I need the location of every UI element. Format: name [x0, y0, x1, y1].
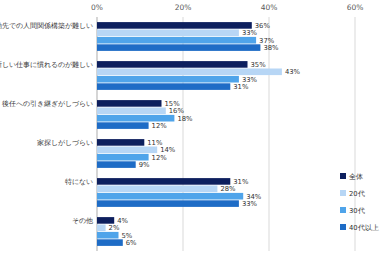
- data-label: 31%: [233, 83, 249, 91]
- data-label: 33%: [242, 200, 258, 208]
- bar: [97, 83, 230, 90]
- legend-swatch: [340, 173, 346, 179]
- bar: [97, 186, 217, 193]
- category-label: 後任への引き継ぎがしづらい: [2, 100, 93, 108]
- bar: [97, 44, 260, 51]
- category-label: 転勤先での人間関係構築が難しい: [0, 22, 93, 30]
- data-label: 12%: [152, 154, 168, 162]
- axis-line: [97, 17, 98, 251]
- bar: [97, 22, 252, 29]
- bar: [97, 161, 136, 168]
- data-label: 28%: [220, 185, 236, 193]
- bar: [97, 115, 174, 122]
- category-label: 特にない: [65, 178, 93, 186]
- tick-label: 20%: [175, 3, 192, 12]
- legend-label: 20代: [349, 190, 365, 198]
- category-label: 家探しがしづらい: [37, 139, 93, 147]
- bar: [97, 30, 239, 37]
- bar: [97, 225, 106, 232]
- bar: [97, 76, 239, 83]
- legend-swatch: [340, 190, 346, 196]
- data-label: 38%: [263, 44, 279, 52]
- bar: [97, 37, 256, 44]
- bar: [97, 178, 230, 185]
- category-label: 新しい仕事に慣れるのが難しい: [0, 61, 93, 69]
- legend-label: 40代以上: [349, 224, 379, 232]
- legend-swatch: [340, 224, 346, 230]
- bar: [97, 147, 157, 154]
- data-label: 9%: [139, 161, 150, 169]
- data-label: 6%: [126, 239, 137, 247]
- data-label: 31%: [233, 178, 249, 186]
- bars: [97, 22, 282, 246]
- data-label: 43%: [285, 68, 301, 76]
- grid-line: [97, 17, 98, 251]
- data-label: 33%: [242, 29, 258, 37]
- data-label: 18%: [177, 115, 193, 123]
- bar: [97, 239, 123, 246]
- bar: [97, 122, 149, 129]
- data-label: 12%: [152, 122, 168, 130]
- chart: 0%20%40%60%36%33%37%38%35%43%33%31%15%16…: [0, 0, 384, 253]
- category-label: その他: [72, 217, 93, 225]
- data-label: 2%: [109, 224, 120, 232]
- tick-label: 0%: [91, 3, 103, 12]
- legend-label: 全体: [349, 173, 363, 181]
- data-label: 36%: [255, 22, 271, 30]
- grid-line: [355, 17, 356, 251]
- grid-line: [183, 17, 184, 251]
- data-labels: 36%33%37%38%35%43%33%31%15%16%18%12%11%1…: [109, 22, 301, 247]
- bar: [97, 100, 162, 107]
- bar: [97, 154, 149, 161]
- bar: [97, 69, 282, 76]
- tick-label: 60%: [347, 3, 364, 12]
- bar: [97, 61, 248, 68]
- bar: [97, 232, 119, 239]
- data-label: 35%: [251, 61, 267, 69]
- tick-label: 40%: [261, 3, 278, 12]
- grid-line: [269, 17, 270, 251]
- bar: [97, 217, 114, 224]
- bar: [97, 139, 144, 146]
- bar: [97, 200, 239, 207]
- bar: [97, 193, 243, 200]
- legend: 全体 20代 30代 40代以上: [340, 173, 379, 232]
- legend-label: 30代: [349, 207, 365, 215]
- legend-swatch: [340, 207, 346, 213]
- bar: [97, 108, 166, 115]
